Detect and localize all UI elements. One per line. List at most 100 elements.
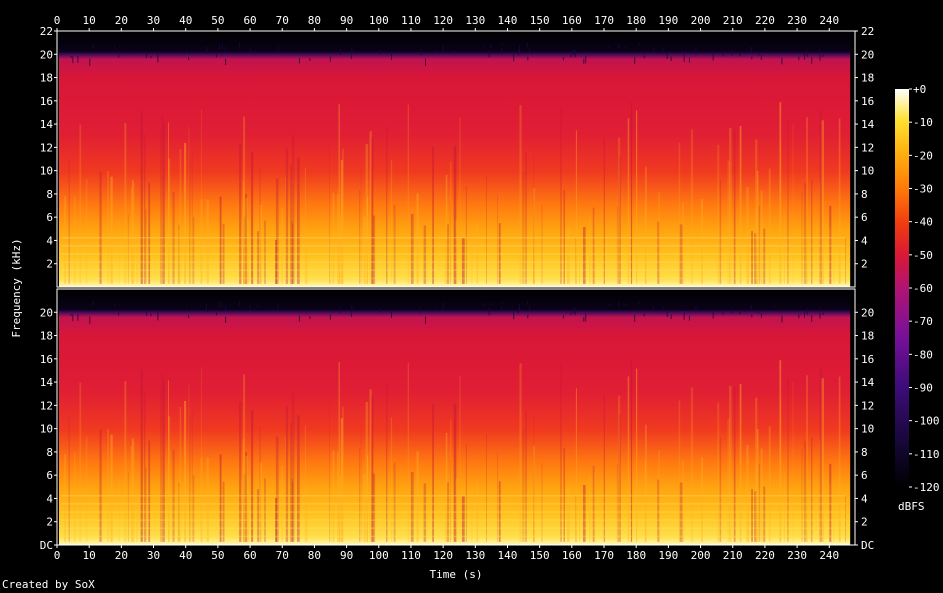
spectral-streak <box>845 495 846 542</box>
noise-speck <box>662 305 664 313</box>
spectral-streak <box>391 159 393 284</box>
noise-speck <box>744 52 746 55</box>
spectral-streak <box>338 487 340 542</box>
spectral-streak <box>341 457 343 542</box>
spectral-streak <box>747 240 749 284</box>
spectral-streak <box>275 498 277 542</box>
y-tick-label: 10 <box>861 165 874 178</box>
spectral-streak <box>410 472 414 542</box>
noise-speck <box>585 313 587 322</box>
spectral-streak <box>110 434 113 542</box>
y-tick-label: 20 <box>861 306 874 319</box>
x-tick-label: 230 <box>787 549 807 562</box>
harmonic-band <box>61 253 847 255</box>
x-tick-label: 220 <box>755 14 775 27</box>
y-tick-label: 18 <box>861 72 874 85</box>
noise-speck <box>773 46 775 50</box>
x-tick-label: 110 <box>401 549 421 562</box>
noise-speck <box>608 45 610 49</box>
spectral-streak <box>285 406 289 542</box>
y-tick-label: 4 <box>861 492 868 505</box>
noise-speck <box>146 309 148 316</box>
spectral-streak <box>188 126 190 285</box>
colorbar-tick-label: -40 <box>913 216 933 229</box>
spectral-streak <box>172 449 175 542</box>
y-tick-label: 16 <box>861 353 874 366</box>
noise-speck <box>819 48 821 54</box>
harmonic-band <box>61 245 847 247</box>
spectral-streak <box>690 129 694 284</box>
spectral-streak <box>833 232 835 284</box>
x-tick-label: 220 <box>755 549 775 562</box>
noise-speck <box>773 304 775 308</box>
spectral-streak <box>168 158 171 284</box>
spectral-streak <box>304 425 306 542</box>
spectral-streak <box>201 109 202 284</box>
spectral-streak <box>259 462 263 542</box>
noise-speck <box>199 47 201 50</box>
spectral-streak <box>811 179 813 284</box>
spectral-streak <box>768 168 771 284</box>
noise-speck <box>239 42 241 48</box>
spectral-streak <box>486 175 487 284</box>
x-axis-label: Time (s) <box>430 568 483 581</box>
noise-speck <box>822 312 824 315</box>
spectral-streak <box>829 485 831 542</box>
spectral-streak <box>118 219 120 284</box>
spectral-streak <box>450 419 452 542</box>
spectral-streak <box>275 436 279 542</box>
noise-speck <box>218 301 220 309</box>
noise-speck <box>490 44 492 48</box>
spectral-streak <box>251 152 254 284</box>
noise-speck <box>798 314 800 319</box>
harmonic-band <box>61 519 847 521</box>
spectral-streak <box>178 482 180 542</box>
x-tick-label: 110 <box>401 14 421 27</box>
spectral-streak <box>305 489 308 542</box>
spectral-streak <box>329 495 332 542</box>
noise-speck <box>643 55 645 59</box>
spectral-streak <box>444 239 447 284</box>
spectral-streak <box>779 102 782 284</box>
harmonic-band <box>61 535 847 538</box>
spectral-streak <box>447 482 449 542</box>
noise-speck <box>118 312 120 316</box>
noise-speck <box>804 53 805 60</box>
spectral-streak <box>758 463 761 542</box>
noise-speck <box>186 307 188 310</box>
spectral-streak <box>819 368 822 542</box>
spectral-streak <box>690 387 694 542</box>
x-tick-label: 40 <box>179 14 192 27</box>
x-tick-label: 200 <box>691 549 711 562</box>
spectral-streak <box>184 143 187 284</box>
noise-speck <box>309 315 311 320</box>
noise-speck <box>513 311 515 320</box>
noise-speck <box>77 314 79 321</box>
x-tick-label: 190 <box>658 549 678 562</box>
spectral-streak <box>792 124 794 284</box>
x-tick-label: 120 <box>433 549 453 562</box>
noise-speck <box>562 315 564 319</box>
spectral-streak <box>243 439 245 542</box>
noise-speck <box>517 50 519 56</box>
spectral-streak <box>627 118 630 285</box>
noise-speck <box>653 47 655 52</box>
spectral-streak <box>755 139 758 284</box>
spectral-streak <box>768 426 771 542</box>
spectral-streak <box>179 148 182 284</box>
spectral-streak <box>563 448 565 542</box>
spectral-streak <box>566 486 570 542</box>
y-tick-label: 10 <box>861 423 874 436</box>
colorbar-label: dBFS <box>898 500 925 513</box>
spectral-streak <box>291 134 295 284</box>
spectral-streak <box>259 169 261 284</box>
spectral-streak <box>291 220 293 284</box>
y-tick-label: 22 <box>861 25 874 38</box>
noise-speck <box>114 303 116 308</box>
spectral-streak <box>193 475 195 542</box>
x-tick-label: 240 <box>819 549 839 562</box>
harmonic-band <box>61 269 847 271</box>
y-tick-label: 18 <box>40 330 53 343</box>
spectral-streak <box>304 167 306 284</box>
harmonic-band <box>61 261 847 263</box>
